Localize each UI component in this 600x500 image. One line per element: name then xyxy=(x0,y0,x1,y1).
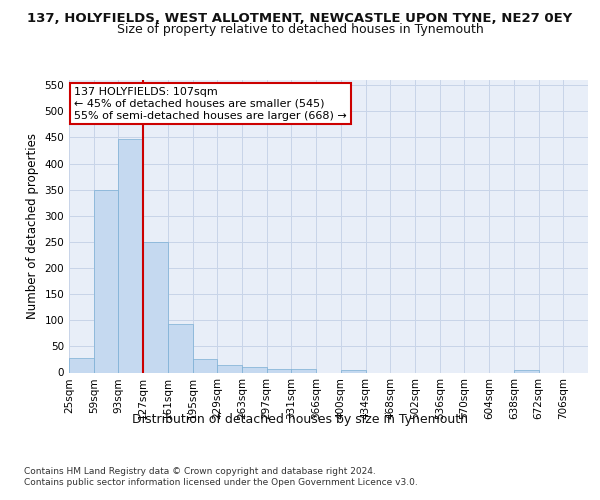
Bar xyxy=(341,370,365,372)
Bar xyxy=(217,365,242,372)
Bar xyxy=(94,190,118,372)
Y-axis label: Number of detached properties: Number of detached properties xyxy=(26,133,39,320)
Text: 137, HOLYFIELDS, WEST ALLOTMENT, NEWCASTLE UPON TYNE, NE27 0EY: 137, HOLYFIELDS, WEST ALLOTMENT, NEWCAST… xyxy=(28,12,572,26)
Bar xyxy=(267,370,292,372)
Text: Size of property relative to detached houses in Tynemouth: Size of property relative to detached ho… xyxy=(116,22,484,36)
Bar xyxy=(168,324,193,372)
Bar xyxy=(242,367,267,372)
Text: Distribution of detached houses by size in Tynemouth: Distribution of detached houses by size … xyxy=(132,412,468,426)
Bar xyxy=(292,370,316,372)
Text: Contains HM Land Registry data © Crown copyright and database right 2024.
Contai: Contains HM Land Registry data © Crown c… xyxy=(24,468,418,487)
Bar xyxy=(143,242,168,372)
Bar xyxy=(514,370,539,372)
Bar xyxy=(193,360,217,372)
Bar xyxy=(69,358,94,372)
Bar xyxy=(118,139,143,372)
Text: 137 HOLYFIELDS: 107sqm
← 45% of detached houses are smaller (545)
55% of semi-de: 137 HOLYFIELDS: 107sqm ← 45% of detached… xyxy=(74,88,347,120)
